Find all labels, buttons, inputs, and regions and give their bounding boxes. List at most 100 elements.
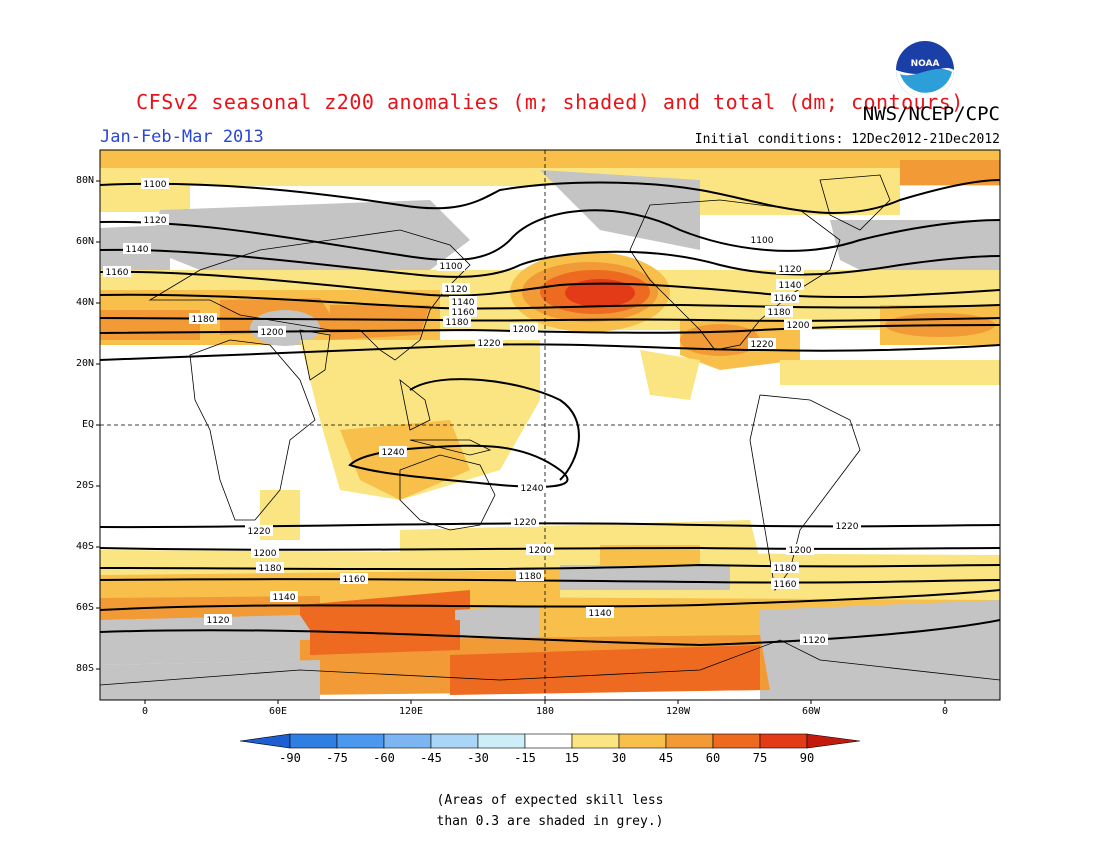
lat-label: 20N bbox=[75, 358, 94, 369]
colorbar-tick-label: 75 bbox=[752, 751, 768, 765]
contour-label: 1140 bbox=[776, 279, 804, 291]
contour-label: 1220 bbox=[511, 516, 539, 528]
svg-text:NOAA: NOAA bbox=[911, 59, 940, 69]
season-label: Jan-Feb-Mar 2013 bbox=[100, 127, 264, 147]
svg-text:1160: 1160 bbox=[343, 575, 366, 585]
colorbar-tick-label: 30 bbox=[611, 751, 627, 765]
colorbar-tick-label: -60 bbox=[373, 751, 395, 765]
contour-label: 1220 bbox=[833, 520, 861, 532]
svg-text:1180: 1180 bbox=[768, 308, 791, 318]
lon-label: 120W bbox=[665, 706, 691, 717]
svg-text:1120: 1120 bbox=[779, 265, 802, 275]
contour-label: 1120 bbox=[141, 214, 169, 226]
map-area: 1100 1120 1140 1160 1180 1200 1100 1120 … bbox=[100, 150, 1000, 700]
contour-label: 1200 bbox=[786, 544, 814, 556]
contour-label: 1200 bbox=[526, 544, 554, 556]
map-title: CFSv2 seasonal z200 anomalies (m; shaded… bbox=[136, 90, 964, 114]
contour-label: 1140 bbox=[586, 607, 614, 619]
contour-label: 1160 bbox=[771, 578, 799, 590]
svg-text:1100: 1100 bbox=[144, 180, 167, 190]
skill-note: (Areas of expected skill less than 0.3 a… bbox=[0, 790, 1100, 832]
svg-text:1180: 1180 bbox=[192, 315, 215, 325]
contour-label: 1180 bbox=[516, 570, 544, 582]
contour-label: 1120 bbox=[800, 634, 828, 646]
svg-text:1220: 1220 bbox=[514, 518, 537, 528]
svg-text:1160: 1160 bbox=[774, 580, 797, 590]
svg-text:1140: 1140 bbox=[452, 298, 475, 308]
contour-label: 1240 bbox=[379, 446, 407, 458]
contour-label: 1140 bbox=[449, 296, 477, 308]
colorbar bbox=[239, 733, 861, 749]
svg-text:1200: 1200 bbox=[529, 546, 552, 556]
skill-note-line: than 0.3 are shaded in grey.) bbox=[436, 814, 664, 829]
svg-text:1200: 1200 bbox=[254, 549, 277, 559]
svg-text:1140: 1140 bbox=[126, 245, 149, 255]
contour-label: 1200 bbox=[251, 547, 279, 559]
svg-text:1240: 1240 bbox=[382, 448, 405, 458]
svg-text:1200: 1200 bbox=[513, 325, 536, 335]
svg-text:1160: 1160 bbox=[106, 268, 129, 278]
svg-text:1240: 1240 bbox=[521, 484, 544, 494]
lon-label: 120E bbox=[398, 706, 424, 717]
svg-text:1140: 1140 bbox=[589, 609, 612, 619]
lat-label: 40N bbox=[75, 297, 94, 308]
contour-label: 1200 bbox=[784, 319, 812, 331]
colorbar-arrow-right bbox=[806, 733, 861, 749]
lat-label: 40S bbox=[75, 541, 94, 552]
axis-ticks bbox=[96, 180, 946, 704]
lat-label: 60N bbox=[75, 236, 94, 247]
colorbar-tick-label: -45 bbox=[420, 751, 442, 765]
colorbar-tick-label: 60 bbox=[705, 751, 721, 765]
contour-label: 1180 bbox=[765, 306, 793, 318]
contour-label: 1120 bbox=[442, 283, 470, 295]
svg-text:1200: 1200 bbox=[789, 546, 812, 556]
colorbar-tick-label: 15 bbox=[564, 751, 580, 765]
contour-label: 1160 bbox=[340, 573, 368, 585]
svg-text:1200: 1200 bbox=[787, 321, 810, 331]
svg-text:1160: 1160 bbox=[452, 308, 475, 318]
contour-label: 1160 bbox=[771, 292, 799, 304]
contour-label: 1160 bbox=[103, 266, 131, 278]
lat-label: 80S bbox=[75, 663, 94, 674]
height-contours bbox=[100, 179, 1000, 647]
svg-text:1140: 1140 bbox=[273, 593, 296, 603]
svg-text:1180: 1180 bbox=[446, 318, 469, 328]
contour-label: 1180 bbox=[771, 562, 799, 574]
contour-label: 1200 bbox=[510, 323, 538, 335]
lat-label: 60S bbox=[75, 602, 94, 613]
initial-conditions-label: Initial conditions: 12Dec2012-21Dec2012 bbox=[694, 132, 1000, 147]
svg-text:1100: 1100 bbox=[440, 262, 463, 272]
lat-label: 20S bbox=[75, 480, 94, 491]
lon-label: 60E bbox=[268, 706, 288, 717]
contour-label: 1180 bbox=[256, 562, 284, 574]
contour-label: 1120 bbox=[776, 263, 804, 275]
contour-label: 1180 bbox=[189, 313, 217, 325]
contour-label: 1140 bbox=[270, 591, 298, 603]
svg-text:1120: 1120 bbox=[445, 285, 468, 295]
colorbar-tick-label: -30 bbox=[467, 751, 489, 765]
svg-text:1120: 1120 bbox=[144, 216, 167, 226]
lon-label: 180 bbox=[535, 706, 555, 717]
colorbar-tick-label: 90 bbox=[799, 751, 815, 765]
lon-label: 60W bbox=[801, 706, 821, 717]
lat-label: EQ bbox=[81, 419, 94, 430]
agency-label: NWS/NCEP/CPC bbox=[862, 103, 1000, 125]
svg-text:1220: 1220 bbox=[478, 339, 501, 349]
colorbar-tick-label: -75 bbox=[326, 751, 348, 765]
svg-text:1120: 1120 bbox=[207, 616, 230, 626]
svg-text:1180: 1180 bbox=[519, 572, 542, 582]
colorbar-arrow-left bbox=[239, 733, 291, 749]
svg-text:1180: 1180 bbox=[774, 564, 797, 574]
contour-label: 1220 bbox=[748, 338, 776, 350]
contour-label: 1100 bbox=[141, 178, 169, 190]
lon-label: 0 bbox=[141, 706, 149, 717]
noaa-logo: NOAA bbox=[896, 41, 954, 99]
contour-label: 1200 bbox=[258, 326, 286, 338]
map-gridlines bbox=[100, 150, 1000, 700]
contour-label: 1100 bbox=[437, 260, 465, 272]
svg-text:1100: 1100 bbox=[751, 236, 774, 246]
svg-text:1140: 1140 bbox=[779, 281, 802, 291]
contour-label: 1100 bbox=[748, 234, 776, 246]
svg-text:1200: 1200 bbox=[261, 328, 284, 338]
